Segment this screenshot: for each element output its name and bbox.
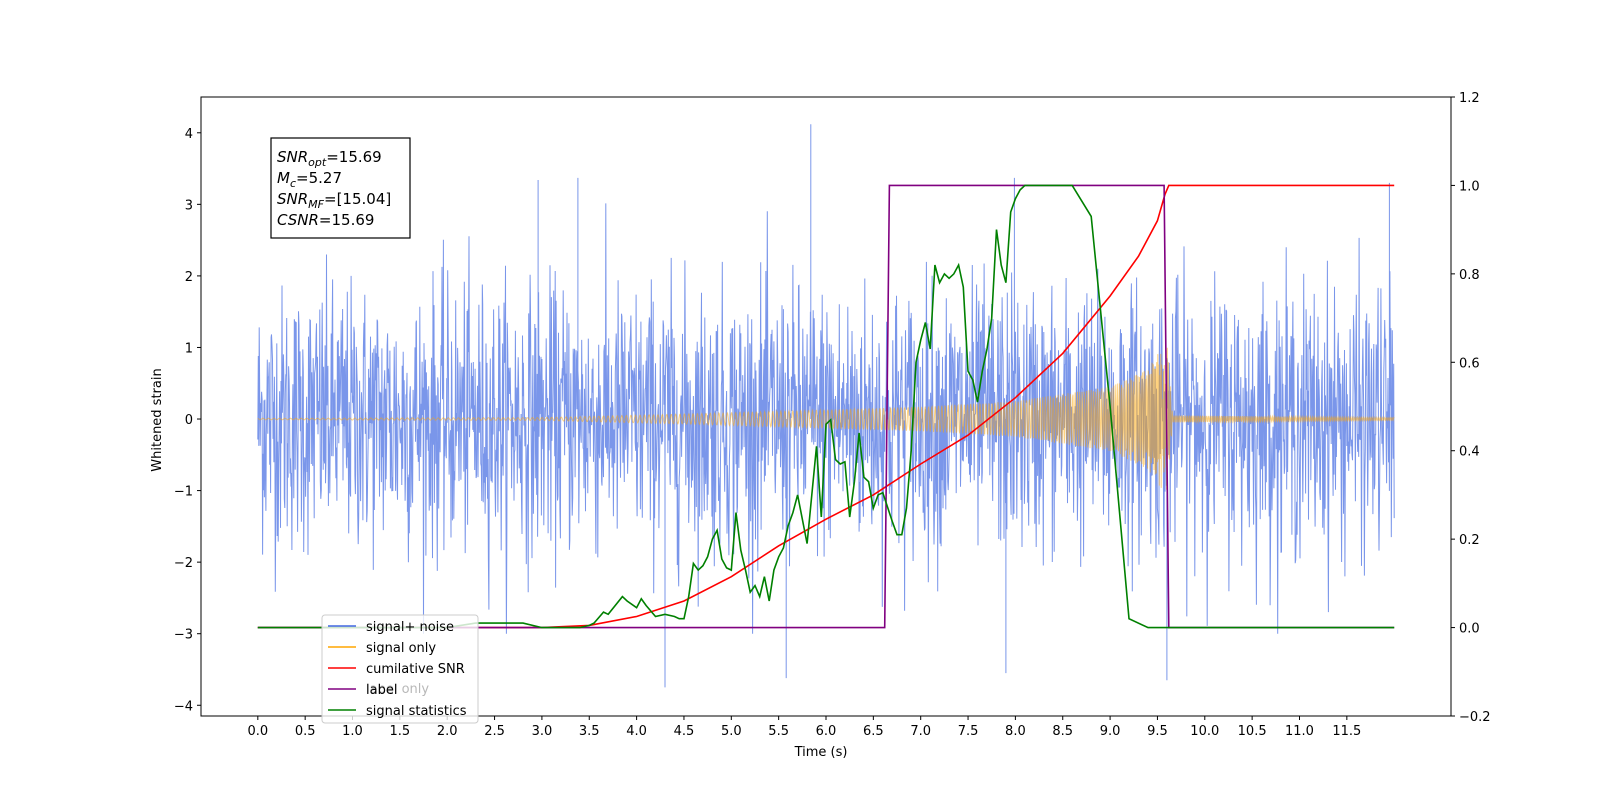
x-tick-label: 10.5: [1238, 724, 1267, 739]
x-tick-label: 7.5: [958, 724, 979, 739]
x-tick-label: 5.0: [721, 724, 742, 739]
y-tick-label: 4: [185, 127, 193, 142]
x-tick-label: 1.5: [390, 724, 411, 739]
y2-tick-label: 1.0: [1459, 179, 1480, 194]
stats-subscript: opt: [308, 156, 327, 169]
x-tick-label: 6.0: [816, 724, 837, 739]
x-tick-label: 9.5: [1147, 724, 1168, 739]
stats-name: SNR: [277, 148, 308, 166]
y2-tick-label: 1.2: [1459, 91, 1480, 106]
x-tick-label: 2.5: [484, 724, 505, 739]
x-tick-label: 8.5: [1052, 724, 1073, 739]
x-tick-label: 0.5: [295, 724, 316, 739]
x-tick-label: 5.5: [768, 724, 789, 739]
stats-name: CSNR: [277, 211, 319, 229]
legend-hidden-text: label only: [366, 682, 429, 697]
stats-value: =[15.04]: [324, 190, 391, 208]
stats-line: SNRMF=[15.04]: [277, 190, 391, 211]
x-tick-label: 3.5: [579, 724, 600, 739]
stats-value: =15.69: [326, 148, 382, 166]
series-signal-noise-line: [257, 124, 1395, 688]
series-signal-statistics-line: [257, 184, 1395, 629]
y-tick-label: −4: [174, 699, 193, 714]
legend-label: cumilative SNR: [366, 662, 465, 677]
y-tick-label: 3: [185, 198, 193, 213]
y-tick-label: 2: [185, 270, 193, 285]
x-tick-label: 11.0: [1285, 724, 1314, 739]
y2-tick-label: 0.8: [1459, 268, 1480, 283]
x-axis-label: Time (s): [794, 745, 848, 760]
y-axis-label: Whitened strain: [150, 368, 165, 471]
x-tick-label: 11.5: [1332, 724, 1361, 739]
stats-annotation-box: SNRopt=15.69Mc=5.27SNRMF=[15.04]CSNR=15.…: [270, 137, 411, 239]
x-tick-label: 1.0: [342, 724, 363, 739]
y-tick-label: 1: [185, 341, 193, 356]
y-tick-label: −3: [174, 628, 193, 643]
legend: label only signal+ noise signal only cumil…: [321, 614, 479, 724]
x-tick-label: 8.0: [1005, 724, 1026, 739]
legend-label: label: [366, 683, 397, 698]
x-tick-label: 4.5: [674, 724, 695, 739]
legend-label: signal+ noise: [366, 620, 454, 635]
y2-tick-label: 0.4: [1459, 445, 1480, 460]
y-tick-label: −1: [174, 485, 193, 500]
y2-tick-label: −0.2: [1459, 710, 1491, 725]
stats-subscript: c: [290, 177, 296, 190]
legend-label: signal statistics: [366, 704, 467, 719]
stats-subscript: MF: [308, 198, 324, 211]
stats-name: SNR: [277, 190, 308, 208]
x-tick-label: 0.0: [247, 724, 268, 739]
stats-box-frame: [270, 137, 411, 239]
y-tick-label: 0: [185, 413, 193, 428]
stats-line: CSNR=15.69: [277, 211, 374, 229]
x-tick-label: 10.0: [1190, 724, 1219, 739]
legend-label: signal only: [366, 641, 436, 656]
y-tick-label: −2: [174, 556, 193, 571]
x-tick-label: 7.0: [910, 724, 931, 739]
y2-tick-label: 0.2: [1459, 533, 1480, 548]
x-tick-label: 2.0: [437, 724, 458, 739]
y-axis-left: 4 3 2 1 0 −1 −2 −3 −4: [174, 127, 201, 714]
legend-frame: [321, 614, 479, 724]
x-tick-label: 3.0: [532, 724, 553, 739]
series-layer: [257, 124, 1395, 688]
x-tick-label: 9.0: [1100, 724, 1121, 739]
y2-tick-label: 0.0: [1459, 622, 1480, 637]
x-tick-label: 4.0: [626, 724, 647, 739]
stats-name: M: [277, 169, 290, 187]
x-axis: 0.0 0.5 1.0 1.5 2.0 2.5 3.0 3.5 4.0 4.5 5.0 5.5 6.0 6…: [247, 716, 1361, 739]
stats-value: =15.69: [319, 211, 375, 229]
x-tick-label: 6.5: [863, 724, 884, 739]
y-axis-right: 1.2 1.0 0.8 0.6 0.4 0.2 0.0 −0.2: [1451, 91, 1491, 725]
stats-line: Mc=5.27: [277, 169, 342, 190]
stats-value: =5.27: [296, 169, 342, 187]
y2-tick-label: 0.6: [1459, 356, 1480, 371]
stats-line: SNRopt=15.69: [277, 148, 382, 169]
